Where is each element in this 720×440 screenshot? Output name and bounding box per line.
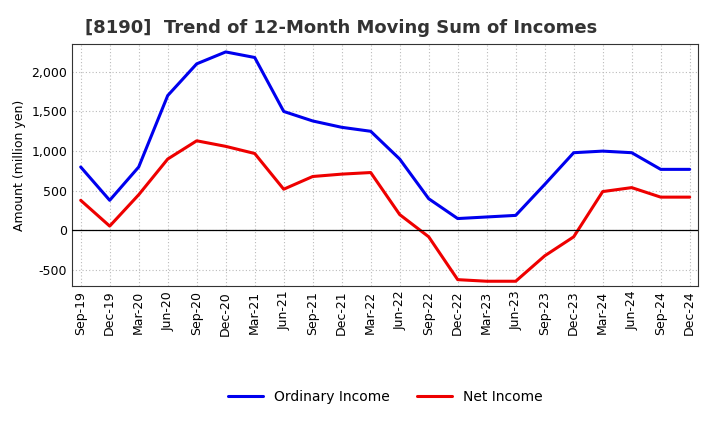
Net Income [163, 156, 172, 161]
Ordinary Income [338, 125, 346, 130]
Net Income [366, 170, 375, 175]
Net Income [657, 194, 665, 200]
Net Income [541, 253, 549, 258]
Net Income [627, 185, 636, 190]
Ordinary Income [454, 216, 462, 221]
Ordinary Income [366, 128, 375, 134]
Y-axis label: Amount (million yen): Amount (million yen) [13, 99, 26, 231]
Net Income [105, 224, 114, 229]
Net Income [76, 198, 85, 203]
Ordinary Income [221, 49, 230, 55]
Ordinary Income [570, 150, 578, 155]
Ordinary Income [135, 165, 143, 170]
Net Income [598, 189, 607, 194]
Ordinary Income [511, 213, 520, 218]
Ordinary Income [105, 198, 114, 203]
Ordinary Income [685, 167, 694, 172]
Line: Ordinary Income: Ordinary Income [81, 52, 690, 219]
Text: [8190]  Trend of 12-Month Moving Sum of Incomes: [8190] Trend of 12-Month Moving Sum of I… [84, 19, 597, 37]
Net Income [251, 151, 259, 156]
Net Income [395, 212, 404, 217]
Ordinary Income [308, 118, 317, 124]
Ordinary Income [76, 165, 85, 170]
Ordinary Income [279, 109, 288, 114]
Net Income [570, 234, 578, 239]
Ordinary Income [598, 148, 607, 154]
Line: Net Income: Net Income [81, 141, 690, 281]
Net Income [482, 279, 491, 284]
Ordinary Income [192, 61, 201, 66]
Net Income [135, 192, 143, 198]
Ordinary Income [657, 167, 665, 172]
Ordinary Income [163, 93, 172, 98]
Net Income [424, 234, 433, 239]
Net Income [511, 279, 520, 284]
Net Income [221, 144, 230, 149]
Ordinary Income [251, 55, 259, 60]
Net Income [338, 172, 346, 177]
Net Income [454, 277, 462, 282]
Net Income [192, 138, 201, 143]
Net Income [685, 194, 694, 200]
Net Income [279, 187, 288, 192]
Net Income [308, 174, 317, 179]
Legend: Ordinary Income, Net Income: Ordinary Income, Net Income [222, 385, 548, 410]
Ordinary Income [482, 214, 491, 220]
Ordinary Income [627, 150, 636, 155]
Ordinary Income [424, 196, 433, 202]
Ordinary Income [395, 156, 404, 161]
Ordinary Income [541, 182, 549, 187]
